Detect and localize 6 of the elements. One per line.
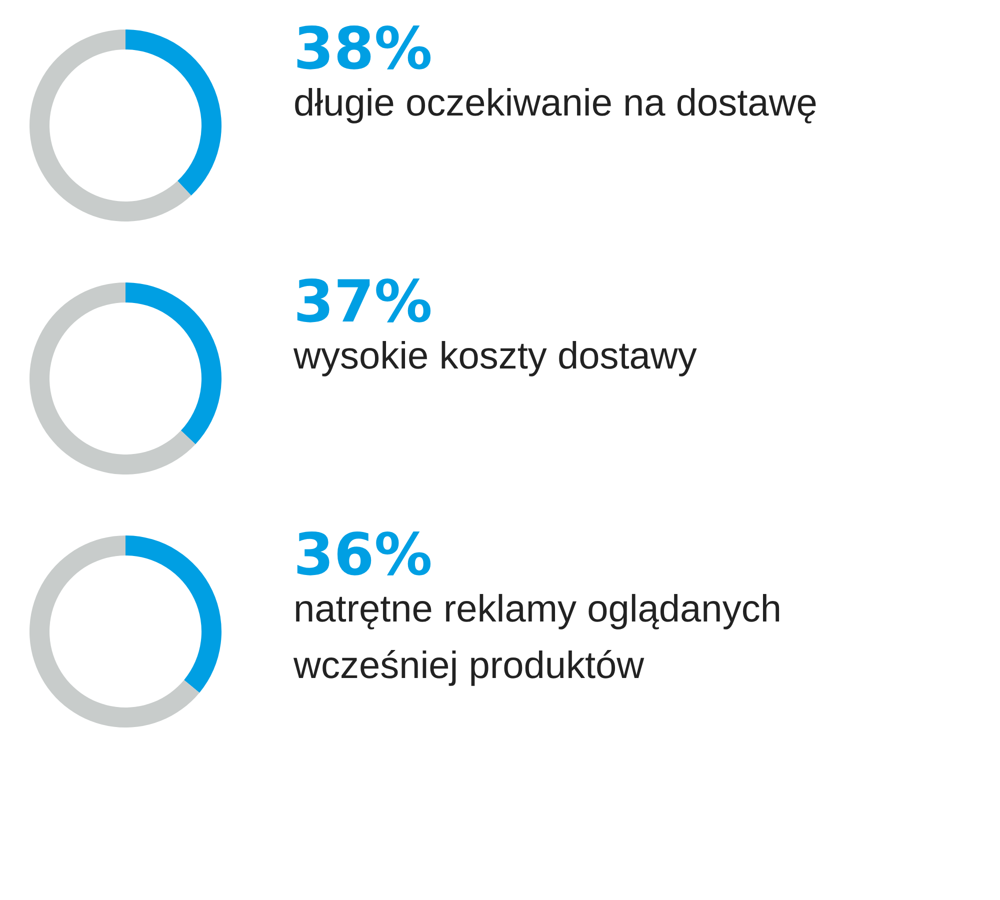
text: wysokie koszty dostawy	[292, 336, 697, 378]
text: natrętne reklamy oglądanych wcześniej produktów	[292, 588, 782, 688]
text: długie oczekiwanie na dostawę	[294, 82, 818, 124]
data-label: 38%	[294, 14, 432, 82]
data-label: 37%	[294, 268, 432, 336]
data-label: 36%	[294, 520, 432, 588]
